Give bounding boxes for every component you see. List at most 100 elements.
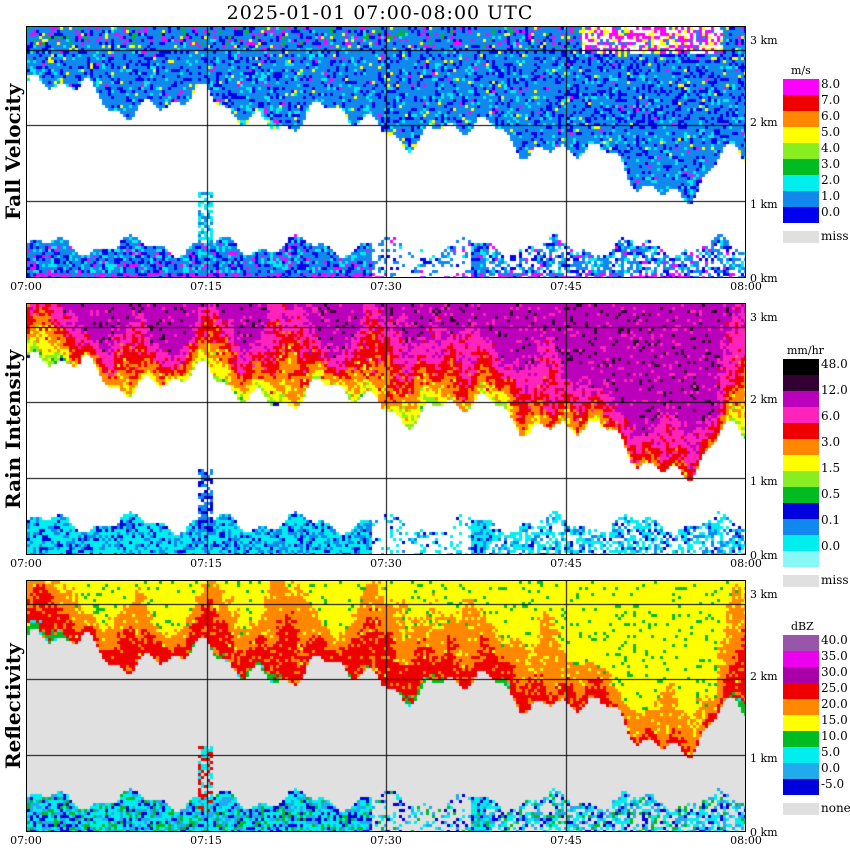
colorbar-tick-label: 1.5 [821, 461, 841, 475]
colorbar-tick-label: 0.0 [821, 205, 841, 219]
panel-label-reflectivity: Reflectivity [1, 643, 25, 769]
colorbar-tick-label: 10.0 [821, 729, 848, 743]
colorbar-cell [783, 667, 819, 683]
colorbar-tick-label: 20.0 [821, 697, 848, 711]
colorbar-cell [783, 747, 819, 763]
colorbar-tick-label: 1.0 [821, 189, 841, 203]
colorbar-missing-label: miss [821, 573, 849, 587]
colorbar-cell [783, 731, 819, 747]
x-tick-0700-p3: 07:00 [10, 834, 42, 847]
x-tick-0800-p2: 08:00 [730, 557, 762, 570]
colorbar-cell [783, 763, 819, 779]
colorbar-tick-label: 35.0 [821, 649, 848, 663]
colorbar-cell [783, 79, 819, 95]
colorbar-cell [783, 503, 819, 519]
colorbar-tick-label: 0.1 [821, 513, 841, 527]
x-tick-0800-p3: 08:00 [730, 834, 762, 847]
colorbar-tick-label: 0.0 [821, 761, 841, 775]
x-tick-0730-p2: 07:30 [370, 557, 402, 570]
colorbar-tick-label: 25.0 [821, 681, 848, 695]
colorbar-tick-label: 40.0 [821, 633, 848, 647]
colorbar-tick-label: 0.0 [821, 539, 841, 553]
colorbar-cell [783, 683, 819, 699]
colorbar-cell [783, 651, 819, 667]
y-tick-2km-p3: 2 km [750, 670, 778, 683]
colorbar-cell [783, 487, 819, 503]
colorbar-tick-label: -5.0 [821, 777, 845, 791]
x-tick-0715-p1: 07:15 [190, 280, 222, 293]
colorbar-unit-dbz: dBZ [791, 620, 814, 633]
colorbar-tick-label: 5.0 [821, 745, 841, 759]
y-tick-2km-p2: 2 km [750, 393, 778, 406]
colorbar-tick-label: 0.5 [821, 487, 841, 501]
colorbar-cell [783, 143, 819, 159]
x-tick-0745-p1: 07:45 [550, 280, 582, 293]
colorbar-cell [783, 699, 819, 715]
colorbar-cell [783, 779, 819, 795]
colorbar-cell [783, 111, 819, 127]
y-tick-2km-p1: 2 km [750, 116, 778, 129]
colorbar-cell [783, 391, 819, 407]
y-tick-0km-p2: 0 km [750, 549, 778, 562]
colorbar-tick-label: 48.0 [821, 357, 848, 371]
colorbar-cell [783, 439, 819, 455]
colorbar-cell [783, 635, 819, 651]
x-tick-0730-p3: 07:30 [370, 834, 402, 847]
colorbar-tick-label: 2.0 [821, 173, 841, 187]
y-tick-3km-p3: 3 km [750, 588, 778, 601]
heatmap-canvas-rain-intensity [27, 304, 745, 554]
x-tick-0730-p1: 07:30 [370, 280, 402, 293]
x-tick-0715-p3: 07:15 [190, 834, 222, 847]
colorbar-cell [783, 175, 819, 191]
colorbar-tick-label: 5.0 [821, 125, 841, 139]
x-tick-0745-p3: 07:45 [550, 834, 582, 847]
plot-panel-fall-velocity[interactable] [26, 26, 746, 278]
heatmap-canvas-fall-velocity [27, 27, 745, 277]
y-tick-1km-p3: 1 km [750, 752, 778, 765]
colorbar-missing-label: none [821, 801, 850, 815]
page-title: 2025-01-01 07:00-08:00 UTC [226, 2, 534, 24]
colorbar-tick-label: 30.0 [821, 665, 848, 679]
colorbar-cell [783, 423, 819, 439]
y-tick-0km-p1: 0 km [750, 272, 778, 285]
colorbar-tick-label: 3.0 [821, 435, 841, 449]
colorbar-swatches-mmhr [783, 359, 819, 567]
x-tick-0745-p2: 07:45 [550, 557, 582, 570]
colorbar-swatches-dbz [783, 635, 819, 795]
colorbar-cell [783, 551, 819, 567]
colorbar-tick-label: 4.0 [821, 141, 841, 155]
x-tick-0700-p1: 07:00 [10, 280, 42, 293]
colorbar-cell [783, 535, 819, 551]
y-tick-3km-p2: 3 km [750, 311, 778, 324]
x-tick-0715-p2: 07:15 [190, 557, 222, 570]
colorbar-cell [783, 519, 819, 535]
x-tick-0800-p1: 08:00 [730, 280, 762, 293]
colorbar-cell [783, 407, 819, 423]
colorbar-unit-ms: m/s [791, 64, 811, 77]
plot-panel-rain-intensity[interactable] [26, 303, 746, 555]
colorbar-cell [783, 159, 819, 175]
colorbar-tick-label: 3.0 [821, 157, 841, 171]
colorbar-missing-swatch [783, 803, 819, 815]
colorbar-cell [783, 127, 819, 143]
colorbar-tick-label: 7.0 [821, 93, 841, 107]
plot-panel-reflectivity[interactable] [26, 580, 746, 832]
colorbar-cell [783, 191, 819, 207]
colorbar-swatches-ms [783, 79, 819, 223]
colorbar-cell [783, 471, 819, 487]
colorbar-missing-swatch [783, 575, 819, 587]
colorbar-cell [783, 455, 819, 471]
colorbar-cell [783, 375, 819, 391]
colorbar-unit-mmhr: mm/hr [787, 344, 824, 357]
y-tick-3km-p1: 3 km [750, 34, 778, 47]
colorbar-tick-label: 12.0 [821, 383, 848, 397]
colorbar-tick-label: 6.0 [821, 409, 841, 423]
colorbar-tick-label: 8.0 [821, 77, 841, 91]
y-tick-1km-p1: 1 km [750, 198, 778, 211]
x-tick-0700-p2: 07:00 [10, 557, 42, 570]
y-tick-0km-p3: 0 km [750, 826, 778, 839]
colorbar-missing-swatch [783, 231, 819, 243]
colorbar-tick-label: 6.0 [821, 109, 841, 123]
panel-label-fall-velocity: Fall Velocity [1, 83, 25, 221]
colorbar-tick-label: 15.0 [821, 713, 848, 727]
